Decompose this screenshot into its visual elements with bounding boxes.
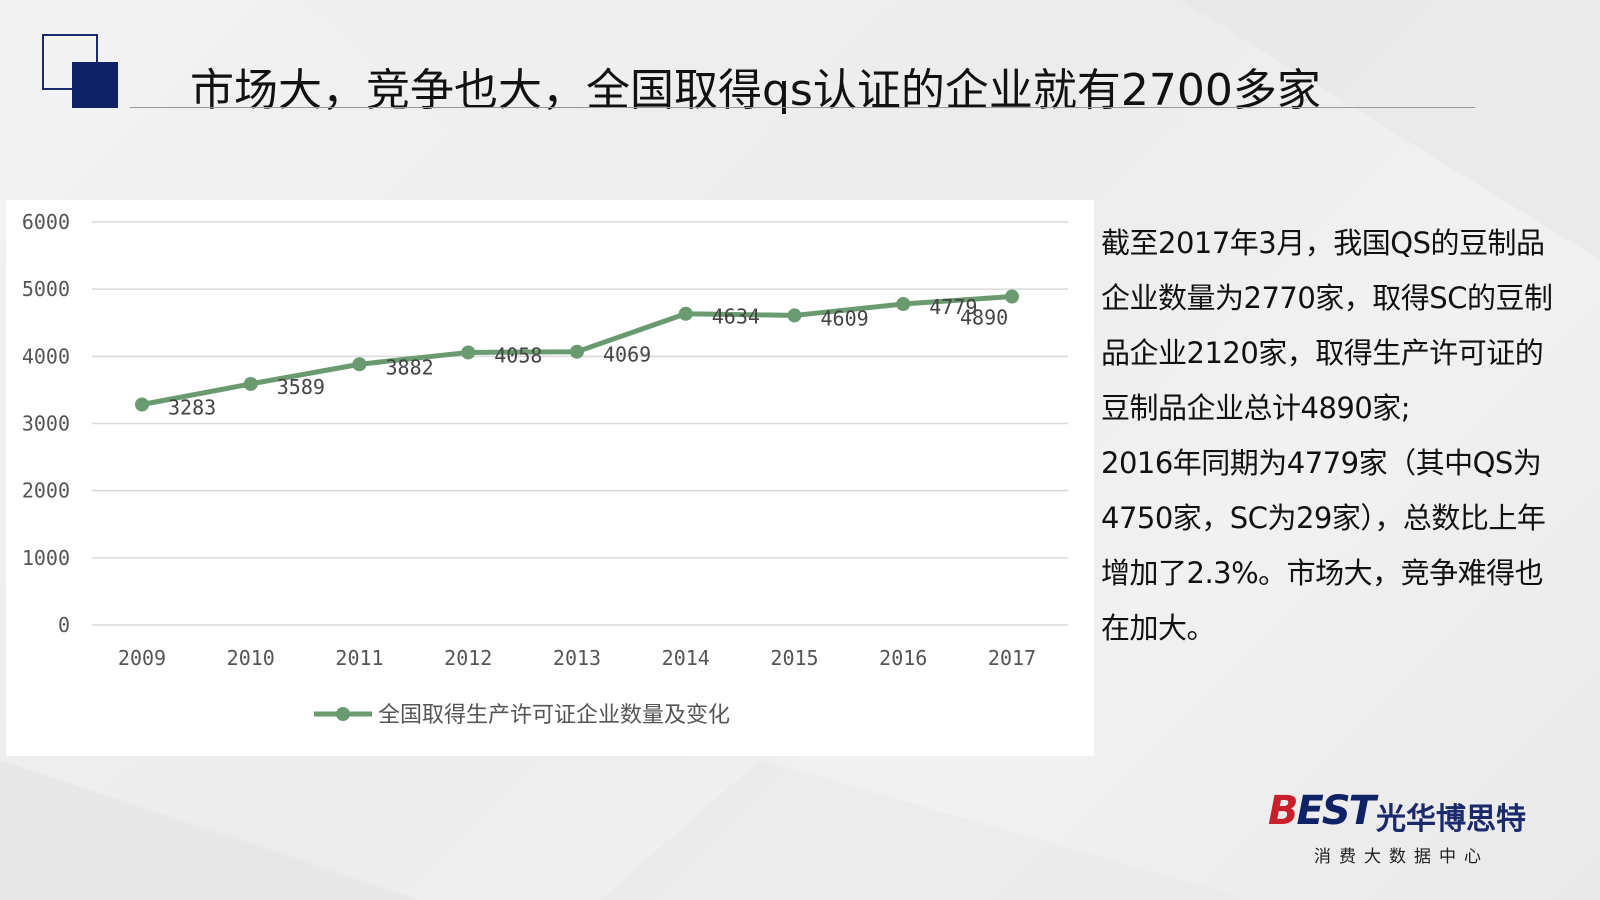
logo-mark-est: EST xyxy=(1296,788,1376,834)
title-decoration xyxy=(42,34,122,114)
data-label-2016: 4779 xyxy=(929,295,977,319)
data-point-2013 xyxy=(570,344,584,359)
x-tick-label-2015: 2015 xyxy=(770,646,818,670)
x-tick-label-2010: 2010 xyxy=(227,646,275,670)
side-description: 截至2017年3月，我国QS的豆制品企业数量为2770家，取得SC的豆制品企业2… xyxy=(1101,216,1561,656)
data-point-2010 xyxy=(243,376,258,391)
y-tick-label-0: 0 xyxy=(58,613,70,637)
page-title: 市场大，竞争也大，全国取得qs认证的企业就有2700多家 xyxy=(190,65,1321,116)
data-label-2012: 4058 xyxy=(494,343,542,367)
x-tick-label-2011: 2011 xyxy=(335,646,383,670)
data-point-2017 xyxy=(1005,289,1019,304)
description-paragraph-1: 截至2017年3月，我国QS的豆制品企业数量为2770家，取得SC的豆制品企业2… xyxy=(1101,226,1553,425)
logo-mark: BEST xyxy=(1268,788,1376,834)
company-logo: BEST 光华博思特 消费大数据中心 xyxy=(1268,788,1538,868)
title-underline xyxy=(130,107,1475,108)
legend-label: 全国取得生产许可证企业数量及变化 xyxy=(378,703,730,728)
data-label-2013: 4069 xyxy=(603,343,651,367)
x-tick-label-2012: 2012 xyxy=(444,646,492,670)
legend-swatch-marker xyxy=(336,707,350,721)
x-tick-label-2013: 2013 xyxy=(553,646,601,670)
data-label-2015: 4609 xyxy=(821,306,869,330)
description-paragraph-2: 2016年同期为4779家（其中QS为4750家，SC为29家），总数比上年增加… xyxy=(1101,446,1546,645)
logo-mark-b: B xyxy=(1268,788,1298,834)
data-label-2011: 3882 xyxy=(386,355,434,379)
y-tick-label-6000: 6000 xyxy=(22,210,70,234)
data-label-2017: 4890 xyxy=(960,306,1008,330)
data-point-2015 xyxy=(787,308,802,323)
data-label-2009: 3283 xyxy=(168,395,216,419)
data-point-2009 xyxy=(135,397,149,412)
x-tick-label-2016: 2016 xyxy=(879,646,927,670)
chart-panel: 0 1000 2000 3000 4000 5000 6000 2009 2010 2011 201… xyxy=(6,200,1094,756)
y-tick-label-3000: 3000 xyxy=(22,412,70,436)
data-point-2016 xyxy=(896,297,911,312)
data-point-2011 xyxy=(352,357,367,372)
decoration-filled-square xyxy=(72,62,118,108)
data-point-2012 xyxy=(461,345,476,360)
logo-subtitle: 消费大数据中心 xyxy=(1314,847,1489,867)
y-tick-label-1000: 1000 xyxy=(22,546,70,570)
x-tick-label-2014: 2014 xyxy=(662,646,710,670)
y-tick-label-4000: 4000 xyxy=(22,344,70,368)
logo-company-name: 光华博思特 xyxy=(1376,802,1526,837)
x-tick-label-2017: 2017 xyxy=(988,646,1036,670)
data-label-2014: 4634 xyxy=(712,305,760,329)
x-tick-label-2009: 2009 xyxy=(118,646,166,670)
y-tick-label-5000: 5000 xyxy=(22,277,70,301)
line-chart: 0 1000 2000 3000 4000 5000 6000 2009 2010 2011 201… xyxy=(22,210,1068,728)
y-tick-label-2000: 2000 xyxy=(22,479,70,503)
data-label-2010: 3589 xyxy=(277,375,325,399)
data-point-2014 xyxy=(678,306,693,321)
